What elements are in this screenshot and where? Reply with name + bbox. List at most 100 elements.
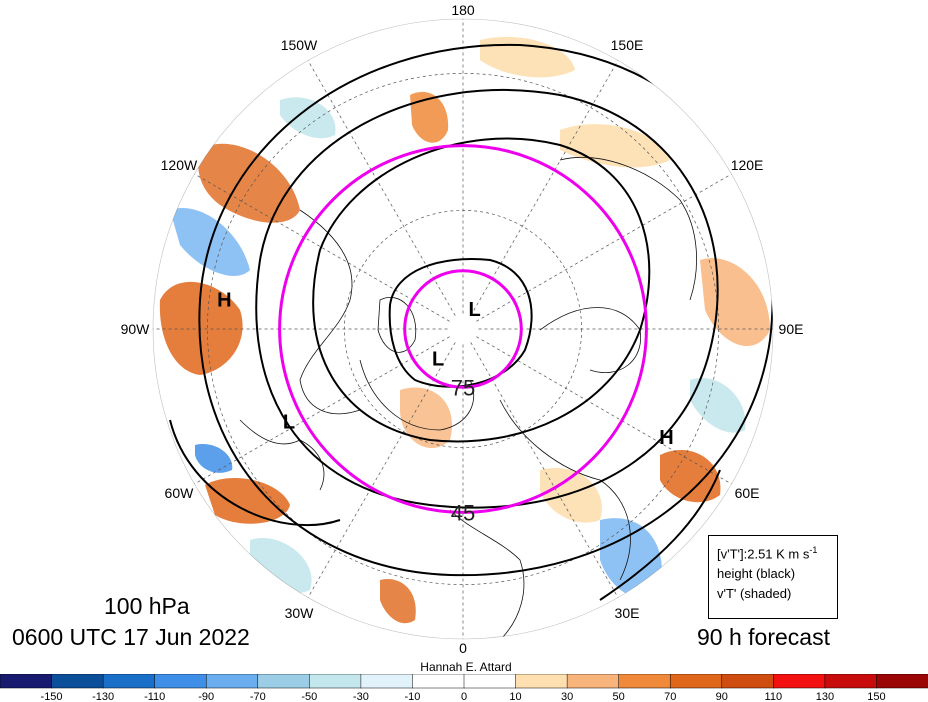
longitude-labels: 180 150E 120E 90E 60E 30E 0 30W 60W 90W 120W 150W [121,2,804,656]
legend-line-height: height (black) [717,566,796,582]
shade-blob [660,449,721,503]
shade-blob [380,579,416,624]
lat-label: 75 [451,375,475,400]
valid-time: 0600 UTC 17 Jun 2022 [12,624,250,650]
colorbar-cell [669,674,723,689]
legend-line-vt: [v'T']:2.51 K m s-1 [717,545,818,562]
shade-blob [400,387,452,449]
shade-blob [205,477,290,524]
colorbar-tick: -70 [250,691,266,702]
colorbar-tick: 50 [613,691,625,702]
colorbar-cell [876,674,928,689]
colorbar-cell [773,674,826,689]
colorbar-cell [463,674,517,689]
forecast-hour: 90 h forecast [697,624,830,650]
vt-shading [159,36,770,624]
colorbar: -150 -130 -110 -90 -70 -50 -30 -10 0 10 30 50 70 90 11… [0,674,928,702]
lon-label: 120W [161,157,198,173]
colorbar-cell [205,674,259,689]
colorbar-cell [824,674,878,689]
polar-map: 180 150E 120E 90E 60E 30E 0 30W 60W 90W 120W 150W 7… [121,2,804,656]
colorbar-cell [102,674,156,689]
colorbar-cell [309,674,362,689]
highlight-latitude-75 [403,269,523,389]
highlighted-latitudes [278,144,648,514]
shade-blob [410,91,449,143]
coastline [299,209,361,414]
pressure-level: 100 hPa [104,593,190,619]
lon-label: 90W [121,321,151,337]
colorbar-cell [566,674,620,689]
legend-line-shading: v'T' (shaded) [717,586,792,602]
colorbar-cell [412,674,465,689]
lat-label: 45 [451,500,475,525]
author-credit: Hannah E. Attard [420,660,512,674]
pressure-center-L: L [432,349,444,371]
lon-label: 150E [611,37,644,53]
colorbar-cell [721,674,775,689]
colorbar-tick: -110 [144,691,165,702]
colorbar-cell [515,674,568,689]
map-boundary [152,18,774,640]
meridian-line [476,173,732,322]
colorbar-tick: -50 [301,691,317,702]
lon-label: 180 [451,2,475,18]
colorbar-cell [154,674,207,689]
pressure-centers: H L L L H [217,290,674,449]
colorbar-tick: 10 [509,691,521,702]
coastline [449,509,525,639]
latitude-labels: 75 45 [451,375,475,525]
height-contour [388,258,533,388]
legend-box: [v'T']:2.51 K m s-1 height (black) v'T' … [708,535,838,619]
coastline [499,399,631,581]
colorbar-tick: -150 [41,691,63,702]
meridian-line [476,336,732,485]
lon-label: 30W [285,605,315,621]
pressure-center-L: L [283,412,295,434]
colorbar-tick: 110 [765,691,783,702]
shade-blob [600,518,662,599]
coastline [359,359,475,431]
lon-label: 30E [615,605,640,621]
lon-label: 60E [735,485,760,501]
meridian-line [194,336,450,485]
colorbar-cell [0,674,53,689]
shade-blob [198,143,300,223]
lon-label: 60W [165,485,195,501]
colorbar-tick: 150 [867,691,885,702]
colorbar-cell [618,674,671,689]
height-contour [255,88,719,509]
colorbar-tick: -10 [404,691,420,702]
colorbar-tick: 90 [716,691,728,702]
colorbar-tick: -30 [353,691,369,702]
colorbar-tick: 70 [664,691,676,702]
coastline [559,157,697,301]
colorbar-tick: 0 [461,691,467,702]
colorbar-tick: -130 [92,691,114,702]
colorbar-cell [51,674,104,689]
shade-blob [280,97,336,139]
height-contour [198,43,773,577]
lon-label: 90E [779,321,804,337]
colorbar-tick: 130 [816,691,834,702]
lon-label: 150W [281,37,318,53]
coastline [377,297,417,353]
shade-blob [195,444,233,473]
meridian-line [470,342,619,598]
map-disk [153,19,773,639]
shade-blob [540,468,602,523]
shade-blob [480,36,575,78]
pressure-center-L: L [468,299,480,321]
colorbar-cell [360,674,414,689]
pressure-center-H: H [659,427,673,449]
colorbar-tick: -90 [198,691,214,702]
height-contour [169,419,341,527]
shade-blob [690,378,746,433]
colorbar-tick: 30 [561,691,573,702]
pressure-center-H: H [217,290,231,312]
highlight-latitude-45 [278,144,648,514]
lon-label: 120E [731,157,764,173]
lon-label: 0 [459,640,467,656]
meridian-line [470,60,619,316]
shade-blob [159,281,243,375]
